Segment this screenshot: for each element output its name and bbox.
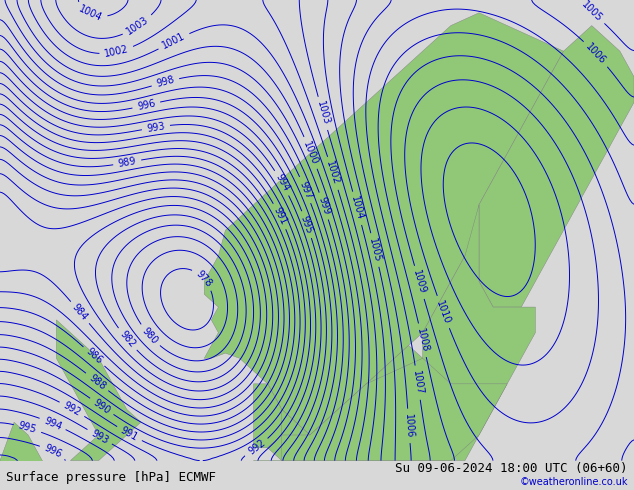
Polygon shape [204,13,564,435]
Text: 991: 991 [119,425,140,443]
Polygon shape [254,384,289,448]
Text: 1006: 1006 [403,414,415,439]
Text: 986: 986 [84,346,104,367]
Text: 980: 980 [140,325,160,346]
Text: 1006: 1006 [584,42,608,66]
Polygon shape [268,205,535,461]
Polygon shape [0,422,56,490]
Text: 999: 999 [316,196,332,216]
Text: 996: 996 [136,98,157,112]
Text: 984: 984 [70,302,89,323]
Text: 996: 996 [42,443,63,460]
Polygon shape [56,320,141,461]
Text: 997: 997 [297,179,314,200]
Text: 1009: 1009 [411,269,427,295]
Text: 1005: 1005 [367,237,383,263]
Text: 1003: 1003 [314,100,331,126]
Text: 1002: 1002 [325,160,341,187]
Text: Surface pressure [hPa] ECMWF: Surface pressure [hPa] ECMWF [6,471,216,484]
Text: 994: 994 [42,416,63,432]
Text: 1001: 1001 [160,31,187,51]
Text: 989: 989 [117,156,137,169]
Text: 1008: 1008 [415,327,430,353]
Text: 993: 993 [89,428,110,446]
Text: 1005: 1005 [579,0,604,24]
Text: 1010: 1010 [434,299,452,325]
Text: 992: 992 [246,438,267,457]
Text: 982: 982 [117,329,137,350]
Text: ©weatheronline.co.uk: ©weatheronline.co.uk [519,477,628,487]
Text: 1007: 1007 [411,370,425,395]
Text: 995: 995 [17,421,38,435]
Text: 1002: 1002 [103,44,130,59]
Text: 994: 994 [273,172,291,194]
Text: 1003: 1003 [125,15,151,37]
Text: 1004: 1004 [77,4,104,24]
Text: 998: 998 [155,75,176,89]
Text: 988: 988 [87,372,107,392]
Polygon shape [479,25,634,307]
Text: 992: 992 [61,400,82,418]
Text: 991: 991 [271,206,288,227]
Text: 978: 978 [193,269,214,289]
Text: 990: 990 [91,397,112,416]
Text: 993: 993 [146,121,165,134]
Polygon shape [169,358,507,490]
Text: Su 09-06-2024 18:00 UTC (06+60): Su 09-06-2024 18:00 UTC (06+60) [395,462,628,475]
Text: 1004: 1004 [349,195,365,221]
Text: 1000: 1000 [302,140,320,166]
Text: 995: 995 [299,214,314,235]
